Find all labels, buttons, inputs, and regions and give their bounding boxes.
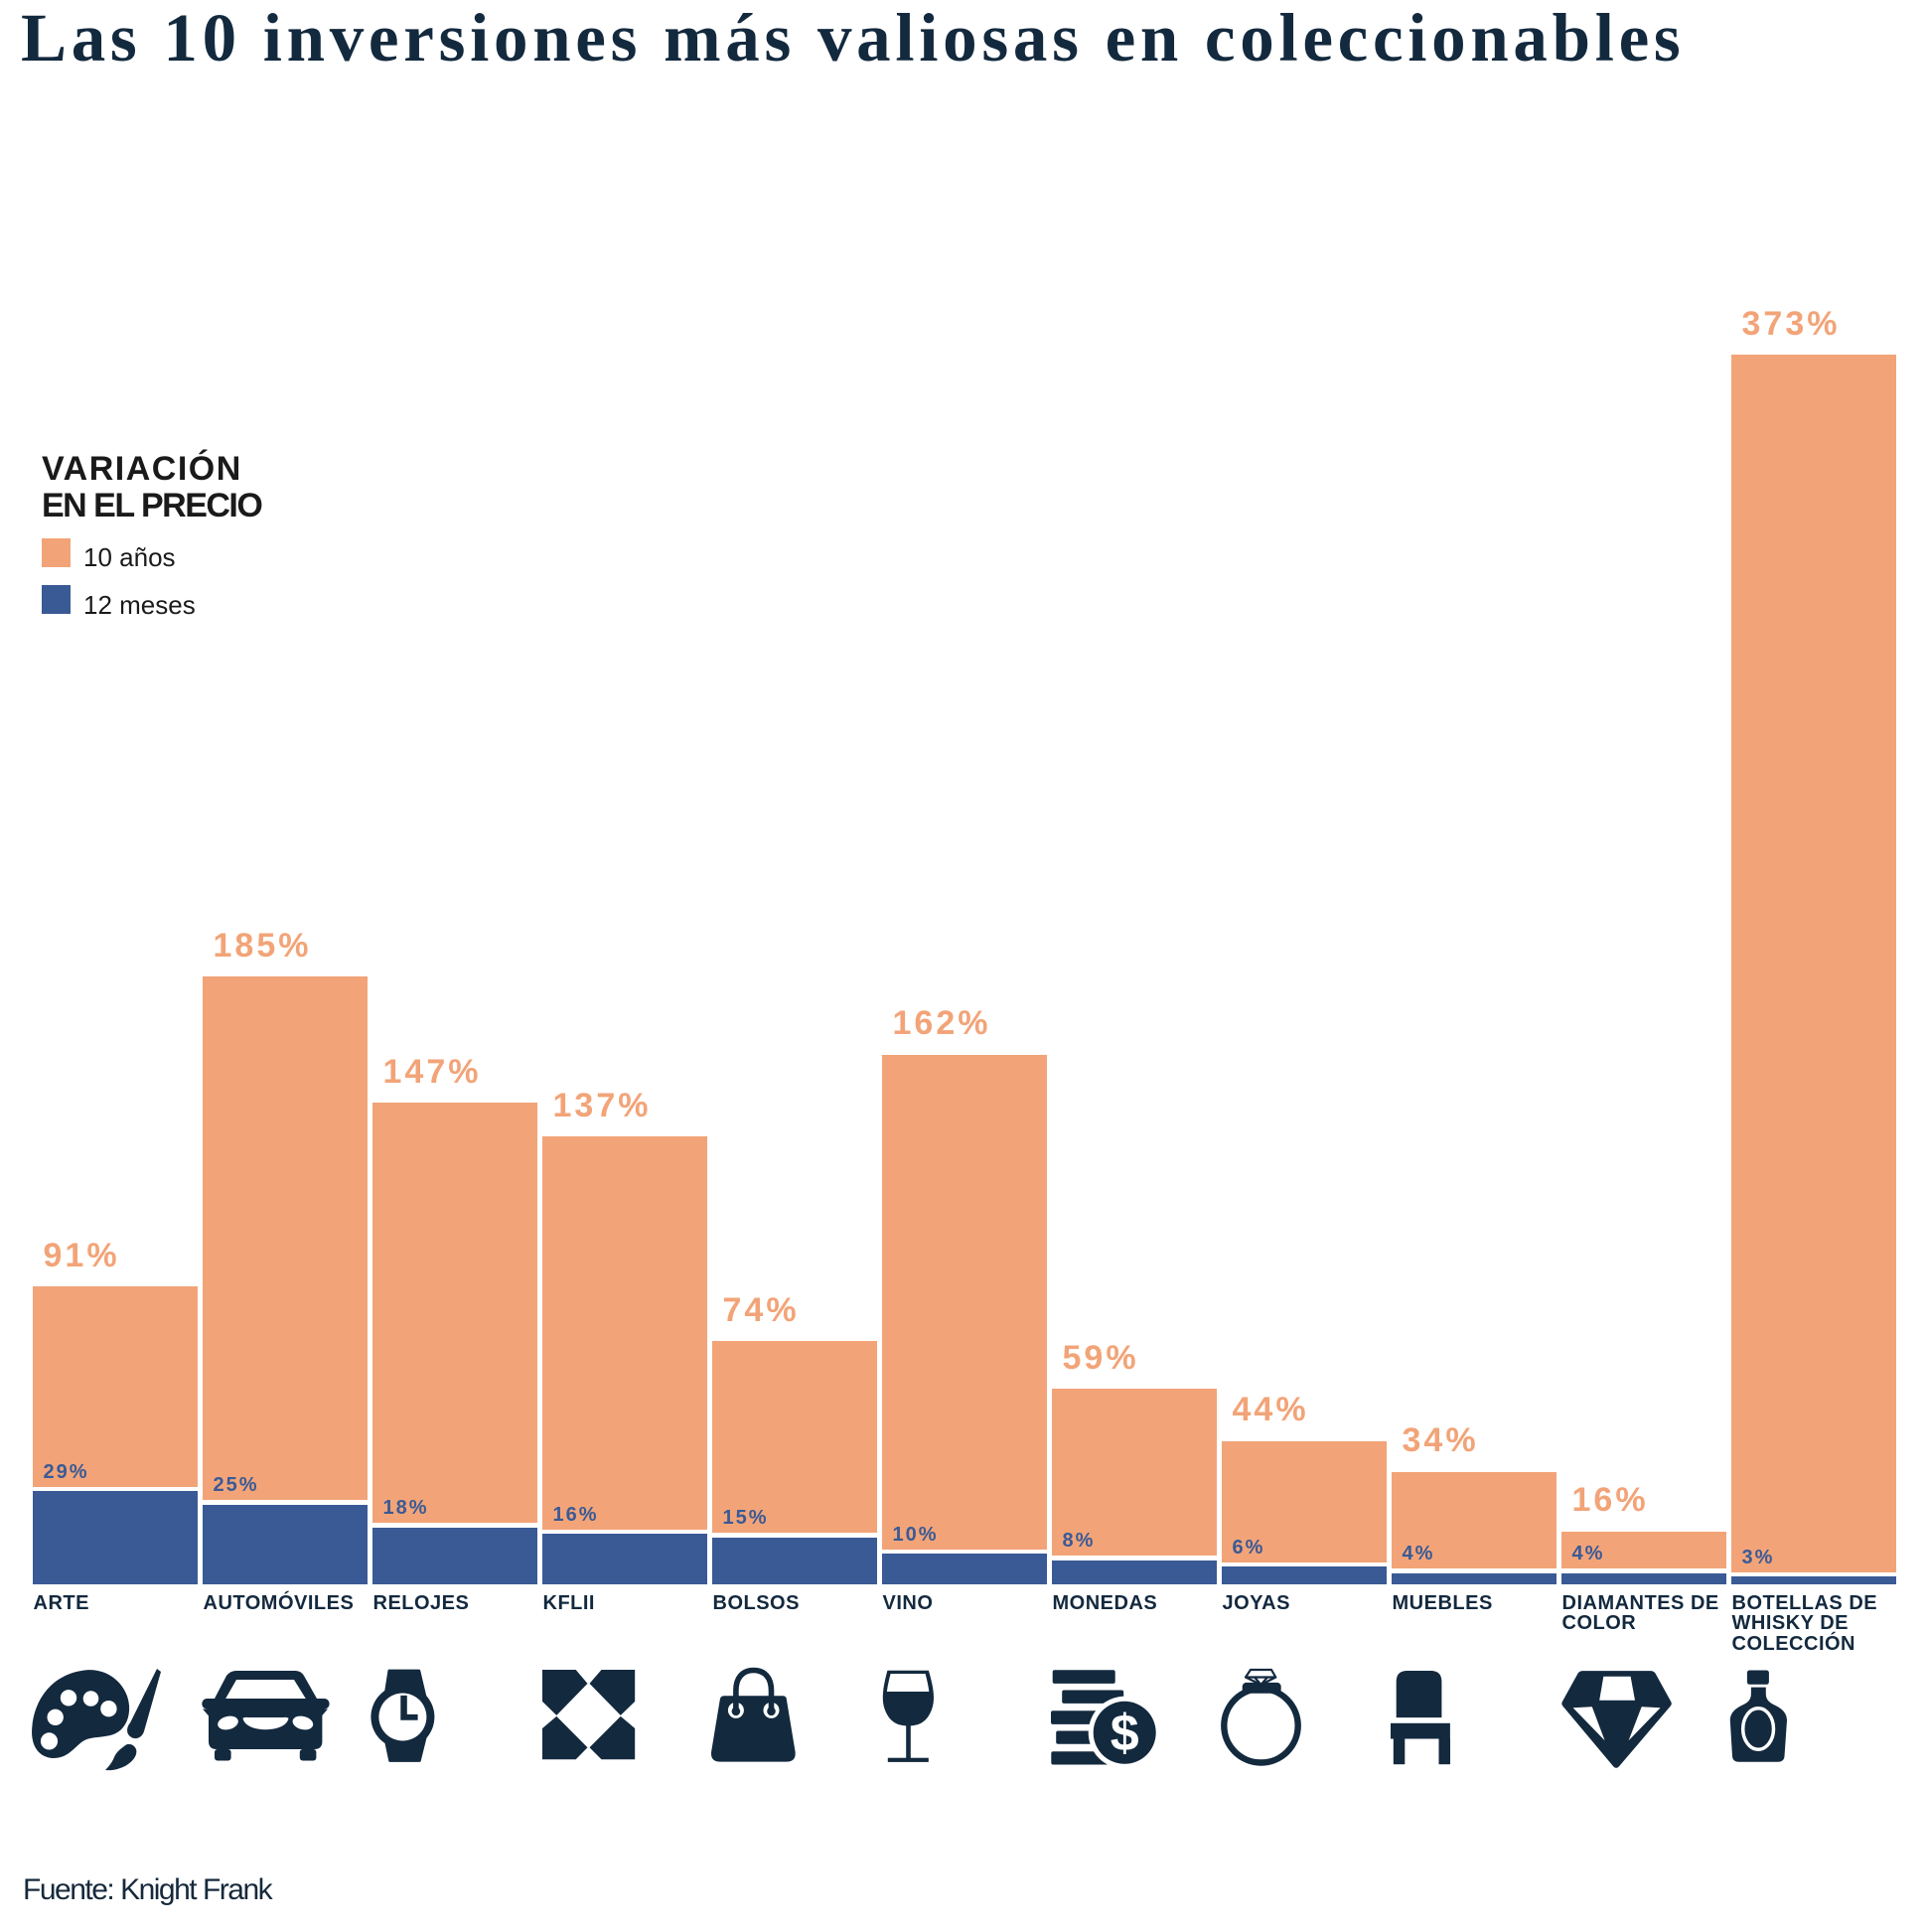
svg-text:$: $ [1111, 1705, 1139, 1762]
